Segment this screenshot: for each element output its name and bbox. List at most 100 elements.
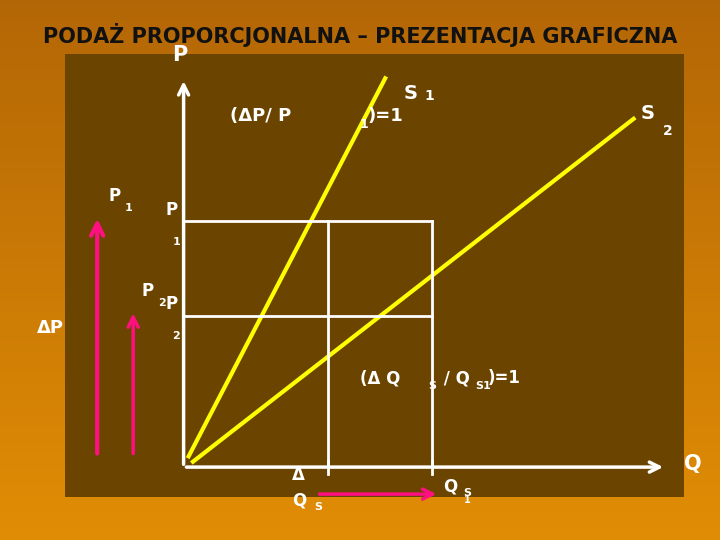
Bar [0,459,720,464]
Bar [0,346,720,351]
Bar [0,416,720,421]
Bar [0,313,720,319]
Bar [0,470,720,475]
Bar [0,286,720,292]
Bar [0,475,720,481]
Bar [0,335,720,340]
Bar [0,259,720,265]
Text: Δ: Δ [292,466,305,484]
Bar [0,319,720,324]
Bar [0,227,720,232]
Bar [0,38,720,43]
Text: S: S [403,84,417,103]
Bar [0,383,720,389]
Bar [0,254,720,259]
Bar [0,157,720,162]
Bar [0,59,720,65]
Bar [0,173,720,178]
Text: Q: Q [292,491,306,509]
Text: / Q: / Q [438,369,469,387]
Bar [0,270,720,275]
Bar [0,308,720,313]
Bar [0,221,720,227]
Bar [0,265,720,270]
Bar [0,0,720,5]
Bar [0,513,720,518]
Bar [0,108,720,113]
Text: S: S [641,104,654,123]
Bar [0,275,720,281]
Text: 1: 1 [464,495,470,505]
Bar [0,124,720,130]
Bar [0,524,720,529]
Bar [0,92,720,97]
Bar [0,454,720,459]
Bar [0,70,720,76]
Bar [0,211,720,216]
Bar [0,43,720,49]
Text: 1: 1 [125,203,132,213]
Text: P: P [166,295,178,313]
Bar [0,76,720,81]
Bar [65,54,684,497]
Bar [0,356,720,362]
Bar [0,410,720,416]
Text: (ΔP/ P: (ΔP/ P [230,107,292,125]
Bar [0,281,720,286]
Bar [0,189,720,194]
Text: S1: S1 [475,381,491,391]
Bar [0,184,720,189]
Text: S: S [428,381,436,391]
Bar [0,535,720,540]
Bar [0,238,720,243]
Bar [0,529,720,535]
Text: (Δ Q: (Δ Q [360,369,400,387]
Bar [0,508,720,513]
Bar [0,329,720,335]
Bar [0,491,720,497]
Bar [0,394,720,400]
Bar [0,140,720,146]
Bar [0,389,720,394]
Text: Q: Q [684,454,701,475]
Text: S: S [464,488,472,498]
Bar [0,16,720,22]
Bar [0,216,720,221]
Bar [0,146,720,151]
Bar [0,248,720,254]
Bar [0,167,720,173]
Bar [0,292,720,297]
Bar [0,32,720,38]
Bar [0,432,720,437]
Bar [0,113,720,119]
Bar [0,362,720,367]
Bar [0,86,720,92]
Text: )=1: )=1 [488,369,521,387]
Bar [0,205,720,211]
Bar [0,97,720,103]
Bar [0,324,720,329]
Text: ΔP: ΔP [37,319,64,337]
Bar [0,400,720,405]
Text: 1: 1 [172,237,180,247]
Text: 2: 2 [172,331,180,341]
Text: PODAŻ PROPORCJONALNA – PREZENTACJA GRAFICZNA: PODAŻ PROPORCJONALNA – PREZENTACJA GRAFI… [42,23,678,47]
Bar [0,378,720,383]
Text: 2: 2 [158,298,166,308]
Bar [0,54,720,59]
Bar [0,11,720,16]
Bar [0,27,720,32]
Bar [0,340,720,346]
Bar [0,518,720,524]
Bar [0,65,720,70]
Text: P: P [142,282,154,300]
Bar [0,464,720,470]
Bar [0,443,720,448]
Bar [0,5,720,11]
Text: S: S [315,502,323,512]
Bar [0,232,720,238]
Bar [0,162,720,167]
Bar [0,178,720,184]
Bar [0,81,720,86]
Bar [0,351,720,356]
